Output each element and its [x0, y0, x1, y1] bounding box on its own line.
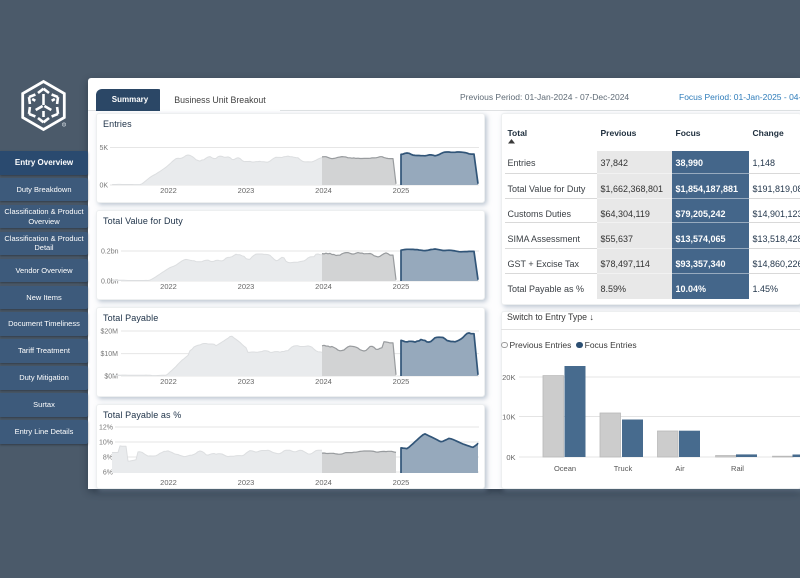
svg-text:$0M: $0M	[104, 374, 118, 381]
svg-text:2023: 2023	[238, 478, 255, 487]
svg-text:Ocean: Ocean	[554, 464, 576, 473]
svg-text:10%: 10%	[99, 440, 113, 447]
svg-text:2023: 2023	[238, 186, 255, 195]
svg-text:$10M: $10M	[100, 351, 118, 358]
svg-text:5K: 5K	[99, 145, 108, 152]
svg-text:8%: 8%	[103, 455, 113, 462]
svg-text:0.2bn: 0.2bn	[101, 249, 119, 256]
svg-text:20K: 20K	[502, 373, 515, 382]
svg-text:$20M: $20M	[100, 329, 118, 336]
svg-text:2022: 2022	[160, 186, 177, 195]
svg-text:2022: 2022	[160, 478, 177, 487]
svg-text:2025: 2025	[393, 377, 410, 386]
svg-text:2022: 2022	[160, 377, 177, 386]
svg-text:10K: 10K	[502, 412, 515, 421]
svg-text:0.0bn: 0.0bn	[101, 279, 119, 286]
svg-text:2024: 2024	[315, 282, 332, 291]
svg-text:2024: 2024	[315, 377, 332, 386]
svg-text:Air: Air	[675, 464, 685, 473]
svg-text:6%: 6%	[103, 470, 113, 477]
svg-text:2025: 2025	[393, 186, 410, 195]
svg-text:2023: 2023	[238, 377, 255, 386]
svg-text:0K: 0K	[506, 453, 515, 462]
svg-text:Rail: Rail	[731, 464, 744, 473]
svg-text:0K: 0K	[99, 183, 108, 190]
svg-text:R: R	[63, 124, 65, 127]
svg-text:Truck: Truck	[614, 464, 633, 473]
svg-text:2025: 2025	[393, 282, 410, 291]
svg-text:2024: 2024	[315, 478, 332, 487]
svg-text:12%: 12%	[99, 425, 113, 432]
svg-text:2024: 2024	[315, 186, 332, 195]
svg-text:2023: 2023	[238, 282, 255, 291]
svg-text:2025: 2025	[393, 478, 410, 487]
svg-text:2022: 2022	[160, 282, 177, 291]
